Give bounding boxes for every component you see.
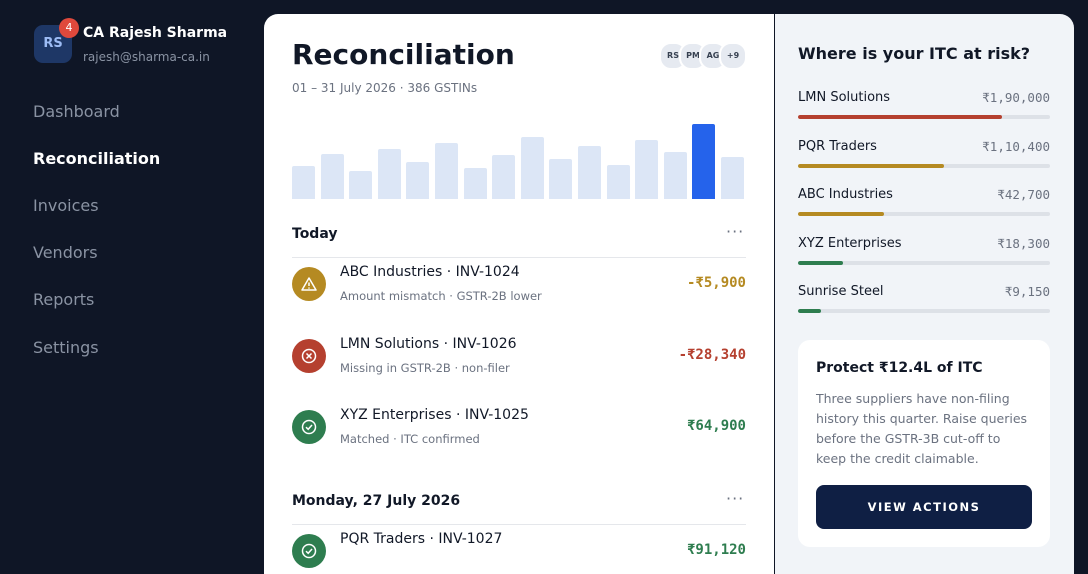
risk-panel: Where is your ITC at risk? LMN Solutions ₹… xyxy=(775,14,1074,574)
activity-bar xyxy=(721,157,744,199)
nav-item[interactable]: Vendors xyxy=(33,243,98,262)
divider xyxy=(292,524,746,525)
risk-name: ABC Industries xyxy=(798,187,893,202)
item-title[interactable]: ABC Industries · INV-1024 xyxy=(340,264,520,280)
nav-item[interactable]: Invoices xyxy=(33,196,99,215)
main-panel: Reconciliation 01 – 31 July 2026 · 386 GS… xyxy=(264,14,774,574)
group-label: Monday, 27 July 2026 xyxy=(292,493,461,509)
user-avatar: RS xyxy=(34,25,72,63)
activity-bar xyxy=(520,137,544,199)
card-text: Three suppliers have non-filing history … xyxy=(816,391,1028,466)
page-subtitle: 01 – 31 July 2026 · 386 GSTINs xyxy=(292,81,478,95)
risk-name: PQR Traders xyxy=(798,138,877,154)
risk-amount: ₹1,90,000 xyxy=(982,90,1050,105)
item-amount: -₹5,900 xyxy=(686,275,746,291)
action-card: Protect ₹12.4L of ITC Three suppliers hav… xyxy=(798,340,1050,547)
nav-item[interactable]: Dashboard xyxy=(33,102,120,121)
more-button[interactable]: ··· xyxy=(726,489,745,508)
risk-name: LMN Solutions xyxy=(798,90,891,105)
activity-bar xyxy=(549,159,573,199)
activity-bar xyxy=(692,124,716,199)
view-actions-button[interactable]: VIEW ACTIONS xyxy=(816,485,1032,529)
activity-bar xyxy=(320,154,344,199)
user-name: CA Rajesh Sharma xyxy=(83,25,228,41)
activity-bar xyxy=(578,146,601,199)
app: {"sidebar": {"user": {"initials": "RS", … xyxy=(33,14,1074,574)
activity-bar xyxy=(663,152,687,199)
more-button[interactable]: ··· xyxy=(726,222,745,241)
risk-name: Sunrise Steel xyxy=(798,284,884,299)
risk-track xyxy=(798,309,1050,313)
activity-bar xyxy=(635,140,659,199)
collaborator-avatar: PM xyxy=(679,42,707,70)
divider xyxy=(292,257,746,258)
status-icon xyxy=(292,338,326,373)
risk-track xyxy=(798,260,1050,265)
activity-bar xyxy=(292,166,315,199)
item-detail: Amount mismatch · GSTR-2B lower xyxy=(340,289,542,303)
user-email: rajesh@sharma-ca.in xyxy=(83,50,210,64)
item-amount: ₹64,900 xyxy=(686,418,746,434)
risk-amount: ₹42,700 xyxy=(997,187,1050,202)
risk-track xyxy=(798,115,1050,119)
item-title[interactable]: PQR Traders · INV-1027 xyxy=(340,531,503,547)
nav-item[interactable]: Reports xyxy=(33,290,95,309)
risk-name: XYZ Enterprises xyxy=(798,235,902,251)
activity-bar xyxy=(435,143,458,199)
item-amount: -₹28,340 xyxy=(678,346,746,363)
risk-amount: ₹9,150 xyxy=(1004,284,1050,299)
collaborator-avatar: +9 xyxy=(719,42,747,70)
risk-track xyxy=(798,212,1050,216)
risk-amount: ₹1,10,400 xyxy=(982,138,1050,154)
item-amount: ₹91,120 xyxy=(686,542,746,558)
card-title: Protect ₹12.4L of ITC xyxy=(816,360,983,376)
risk-bar xyxy=(798,260,844,265)
activity-bar xyxy=(606,165,630,199)
activity-bar xyxy=(492,155,516,199)
activity-bar xyxy=(377,149,401,199)
item-detail: Matched · ITC confirmed xyxy=(340,432,480,446)
risk-track xyxy=(798,163,1050,168)
risk-title: Where is your ITC at risk? xyxy=(798,44,1031,63)
notification-badge: 4 xyxy=(59,18,79,38)
risk-bar xyxy=(798,212,884,216)
item-title[interactable]: LMN Solutions · INV-1026 xyxy=(340,335,517,352)
status-icon xyxy=(292,267,326,301)
status-icon xyxy=(292,410,326,444)
group-label: Today xyxy=(292,226,338,242)
nav-item[interactable]: Reconciliation xyxy=(33,149,161,168)
risk-bar xyxy=(798,115,1003,119)
nav-item[interactable]: Settings xyxy=(33,338,99,357)
item-title[interactable]: XYZ Enterprises · INV-1025 xyxy=(340,407,529,423)
page-title: Reconciliation xyxy=(292,38,515,71)
item-detail: Missing in GSTR-2B · non-filer xyxy=(340,360,510,375)
risk-amount: ₹18,300 xyxy=(997,235,1050,251)
activity-bar xyxy=(406,162,430,199)
risk-bar xyxy=(798,309,821,313)
status-icon xyxy=(292,534,326,568)
activity-bar xyxy=(349,171,373,199)
activity-bar xyxy=(463,168,487,199)
risk-bar xyxy=(798,163,945,168)
